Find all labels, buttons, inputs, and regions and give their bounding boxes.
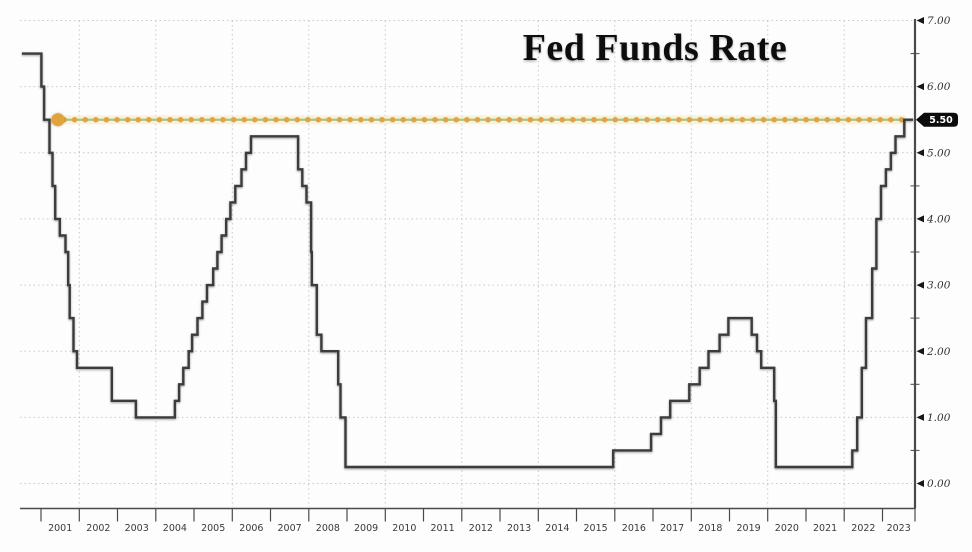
x-axis-label: 2023 bbox=[887, 523, 911, 534]
x-axis-label: 2003 bbox=[125, 523, 149, 534]
x-axis-label: 2018 bbox=[698, 523, 722, 534]
x-axis-label: 2016 bbox=[622, 523, 646, 534]
reference-line-start-marker bbox=[51, 113, 65, 127]
x-axis-label: 2017 bbox=[660, 523, 684, 534]
y-axis-tick-arrow bbox=[916, 83, 924, 91]
y-axis-label: 6.00 bbox=[927, 81, 951, 93]
x-axis-label: 2015 bbox=[584, 523, 608, 534]
current-value-badge-label: 5.50 bbox=[929, 115, 953, 126]
x-axis-label: 2020 bbox=[775, 523, 799, 534]
x-axis-label: 2014 bbox=[545, 523, 569, 534]
x-axis-label: 2006 bbox=[239, 523, 263, 534]
y-axis-tick-arrow bbox=[916, 17, 924, 24]
x-axis-label: 2019 bbox=[737, 523, 761, 534]
x-axis-label: 2010 bbox=[392, 523, 416, 534]
fed-funds-step-line bbox=[21, 52, 914, 469]
y-axis-label: 4.00 bbox=[926, 214, 951, 226]
current-value-badge bbox=[916, 112, 958, 127]
y-axis-label: 3.00 bbox=[927, 280, 951, 292]
x-axis-label: 2022 bbox=[851, 523, 875, 534]
y-axis-tick-arrow bbox=[916, 413, 924, 421]
x-axis-label: 2009 bbox=[354, 523, 378, 534]
x-axis-label: 2002 bbox=[86, 523, 110, 534]
y-axis-label: 5.00 bbox=[927, 147, 951, 159]
x-axis-label: 2008 bbox=[316, 523, 340, 534]
x-axis-label: 2004 bbox=[163, 523, 187, 534]
y-axis-tick-arrow bbox=[916, 215, 924, 223]
x-axis-label: 2007 bbox=[278, 523, 302, 534]
y-axis-label: 1.00 bbox=[927, 412, 951, 424]
y-axis-label: 7.00 bbox=[927, 15, 951, 27]
x-axis-label: 2013 bbox=[507, 523, 531, 534]
x-axis-label: 2005 bbox=[201, 523, 225, 534]
y-axis-tick-arrow bbox=[916, 347, 924, 355]
x-axis-label: 2021 bbox=[813, 523, 837, 534]
y-axis-tick-arrow bbox=[916, 480, 924, 487]
y-axis-label: 0.00 bbox=[927, 478, 951, 490]
x-axis-label: 2011 bbox=[431, 523, 455, 534]
x-axis-label: 2001 bbox=[48, 523, 72, 534]
y-axis-tick-arrow bbox=[916, 149, 924, 157]
y-axis-tick-arrow bbox=[916, 281, 924, 289]
y-axis-label: 2.00 bbox=[926, 346, 951, 358]
x-axis-label: 2012 bbox=[469, 523, 493, 534]
